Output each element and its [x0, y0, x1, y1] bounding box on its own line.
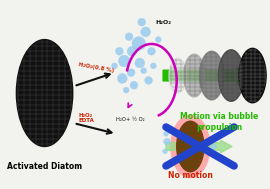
Circle shape [164, 138, 170, 145]
Ellipse shape [200, 51, 224, 100]
Circle shape [119, 55, 130, 67]
Ellipse shape [239, 48, 266, 103]
Text: H₂O₂: H₂O₂ [79, 113, 93, 118]
Ellipse shape [177, 121, 204, 172]
Circle shape [132, 37, 146, 50]
Circle shape [123, 87, 129, 93]
Circle shape [138, 18, 146, 26]
Circle shape [117, 74, 127, 83]
Text: Motion via bubble
propulsion: Motion via bubble propulsion [180, 112, 259, 132]
Circle shape [127, 46, 137, 56]
Ellipse shape [169, 58, 186, 93]
Text: EDTA: EDTA [79, 118, 94, 123]
Circle shape [125, 33, 133, 41]
Text: H₂O₂: H₂O₂ [155, 20, 171, 25]
Ellipse shape [218, 50, 244, 101]
Circle shape [130, 81, 138, 89]
Circle shape [150, 63, 156, 69]
Circle shape [148, 47, 155, 55]
Circle shape [164, 131, 168, 136]
Circle shape [212, 136, 217, 141]
Circle shape [155, 37, 161, 43]
Circle shape [211, 144, 217, 149]
Circle shape [127, 69, 135, 77]
Circle shape [213, 152, 217, 156]
Circle shape [163, 149, 167, 154]
Ellipse shape [16, 40, 73, 146]
FancyArrow shape [163, 67, 252, 84]
FancyArrow shape [166, 140, 232, 153]
Ellipse shape [184, 54, 205, 97]
Circle shape [116, 47, 123, 55]
Circle shape [141, 27, 150, 37]
Text: H₂O+ ½ O₂: H₂O+ ½ O₂ [116, 117, 145, 122]
Text: Activated Diatom: Activated Diatom [7, 162, 82, 171]
Text: No motion: No motion [168, 170, 213, 180]
Text: H₂O₂(0.8 %): H₂O₂(0.8 %) [77, 62, 114, 74]
Circle shape [135, 58, 145, 68]
Circle shape [112, 63, 117, 69]
Circle shape [141, 68, 147, 74]
Circle shape [145, 77, 153, 84]
Ellipse shape [171, 115, 210, 178]
